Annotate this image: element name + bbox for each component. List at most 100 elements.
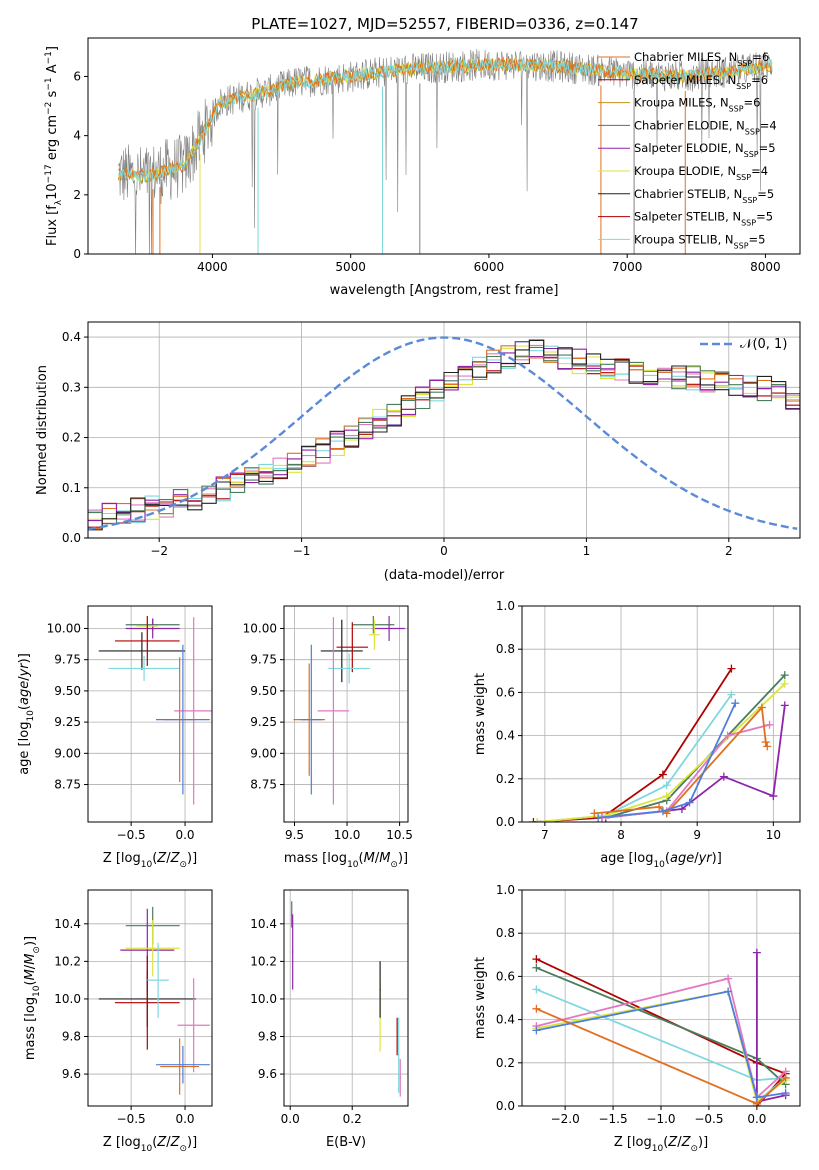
legend-label: Kroupa MILES, NSSP=6 [634, 96, 760, 114]
mass-weight-line [533, 668, 733, 822]
x-tick-label: 7000 [612, 260, 643, 274]
y-tick-label: 2 [73, 188, 81, 202]
legend-label: Salpeter STELIB, NSSP=5 [634, 210, 773, 228]
mass-weight-marker [780, 671, 789, 680]
x-tick-label: −1 [293, 544, 311, 558]
residual-histogram [88, 346, 800, 525]
mass-weight-marker [752, 1093, 761, 1102]
mass-weight-marker [727, 664, 736, 673]
axes-frame [87, 605, 213, 823]
x-tick-label: 9.5 [285, 828, 304, 842]
x-tick-label: −0.5 [117, 828, 146, 842]
mass-weight-line [536, 990, 786, 1099]
plot-area [291, 901, 401, 1097]
mass-vs-extinction-panel: 0.0 0.2 9.6 9.8 10.0 10.2 10.4 E(B-V) [250, 889, 409, 1150]
y-tick-label: 0.8 [496, 926, 515, 940]
mass-weight-marker [765, 720, 774, 729]
y-tick-label: 8.75 [54, 778, 81, 792]
mass-weight-line [605, 705, 786, 819]
x-axis-label: mass [log10(M/M⊙)] [284, 851, 408, 870]
mass-weight-marker [780, 701, 789, 710]
mass-weight-marker [590, 809, 599, 818]
figure-title: PLATE=1027, MJD=52557, FIBERID=0336, z=0… [251, 15, 638, 33]
mass-weight-vs-age-panel: 7 8 9 10 0.0 0.2 0.4 0.6 0.8 1.0 age [log10(age/yr… [473, 599, 801, 870]
y-tick-label: 0.0 [62, 531, 81, 545]
y-tick-label: 8.75 [250, 778, 277, 792]
y-tick-label: 0.4 [62, 330, 81, 344]
x-tick-label: −2.0 [551, 1112, 580, 1126]
x-axis-label: (data-model)/error [384, 568, 505, 583]
mass-weight-marker [763, 742, 772, 751]
y-tick-label: 10.00 [243, 621, 277, 635]
y-tick-label: 9.6 [62, 1067, 81, 1081]
plot-area [117, 49, 773, 254]
y-tick-label: 6 [73, 69, 81, 83]
age-vs-metallicity-panel: −0.5 0.0 8.75 9.00 9.25 9.50 9.75 10.00 Z [log10… [17, 605, 213, 870]
spectrum-panel: 4000 5000 6000 7000 8000 0 2 4 6 wavelength [Angs… [44, 37, 801, 298]
y-tick-label: 9.75 [250, 653, 277, 667]
mass-weight-marker [594, 813, 603, 822]
y-tick-label: 10.0 [54, 992, 81, 1006]
x-tick-label: 4000 [197, 260, 228, 274]
mass-weight-marker [780, 679, 789, 688]
age-vs-mass-panel: 9.5 10.0 10.5 8.75 9.00 9.25 9.50 9.75 10.00 mass… [243, 605, 413, 870]
y-tick-label: 0.2 [496, 772, 515, 786]
legend-label: Chabrier ELODIE, NSSP=4 [634, 118, 777, 136]
y-tick-label: 10.00 [47, 621, 81, 635]
y-tick-label: 10.0 [250, 992, 277, 1006]
y-tick-label: 9.50 [54, 684, 81, 698]
x-tick-label: 8000 [750, 260, 781, 274]
y-tick-label: 10.4 [250, 917, 277, 931]
y-tick-label: 4 [73, 129, 81, 143]
axes-frame [283, 605, 409, 823]
mass-weight-marker [685, 798, 694, 807]
mass-weight-marker [781, 1089, 790, 1098]
plot-area [532, 948, 790, 1106]
x-axis-label: Z [log10(Z/Z⊙)] [103, 851, 197, 870]
residuals-panel: −2 −1 0 1 2 0.0 0.1 0.2 0.3 0.4 (data-model)/error… [35, 321, 801, 583]
mass-weight-marker [532, 963, 541, 972]
axes-frame [283, 889, 409, 1107]
normal-distribution-curve [88, 336, 798, 531]
residual-histogram [88, 339, 800, 531]
y-tick-label: 0.6 [496, 969, 515, 983]
x-tick-label: 0.0 [747, 1112, 766, 1126]
axes-frame [87, 889, 213, 1107]
y-tick-label: 9.75 [54, 653, 81, 667]
plot-area [88, 336, 800, 531]
y-tick-label: 0.4 [496, 1013, 515, 1027]
mass-weight-marker [533, 818, 542, 822]
mass-weight-marker [781, 1073, 790, 1082]
mass-weight-marker [532, 1026, 541, 1035]
y-tick-label: 9.25 [54, 715, 81, 729]
y-tick-label: 9.25 [250, 715, 277, 729]
mass-weight-marker [532, 955, 541, 964]
model-spectrum-line [117, 58, 773, 184]
plot-area [98, 906, 210, 1095]
y-axis-label: Flux [fλ10−17 erg cm−2 s−1 A−1] [44, 46, 64, 246]
legend-label: Salpeter MILES, NSSP=6 [634, 73, 768, 91]
y-tick-label: 1.0 [496, 599, 515, 613]
y-tick-label: 10.2 [54, 954, 81, 968]
x-tick-label: 6000 [474, 260, 505, 274]
x-tick-label: 0.0 [175, 828, 194, 842]
mass-weight-line [598, 702, 737, 819]
y-tick-label: 0.4 [496, 729, 515, 743]
x-tick-label: 10 [766, 828, 781, 842]
mass-weight-marker [662, 792, 671, 801]
x-tick-label: 7 [541, 828, 549, 842]
legend-label: Salpeter ELODIE, NSSP=5 [634, 141, 776, 159]
x-axis-label: age [log10(age/yr)] [600, 851, 722, 870]
mass-weight-line [537, 683, 786, 822]
mass-weight-marker [658, 770, 667, 779]
y-tick-label: 9.8 [258, 1030, 277, 1044]
plot-area [293, 615, 405, 805]
y-tick-label: 0.2 [496, 1056, 515, 1070]
axes-frame [521, 605, 801, 823]
legend-label: Kroupa ELODIE, NSSP=4 [634, 164, 768, 182]
mass-weight-marker [655, 802, 664, 811]
y-tick-label: 0 [73, 247, 81, 261]
x-axis-label: E(B-V) [326, 1135, 366, 1150]
y-tick-label: 0.0 [496, 1099, 515, 1113]
x-tick-label: 5000 [335, 260, 366, 274]
